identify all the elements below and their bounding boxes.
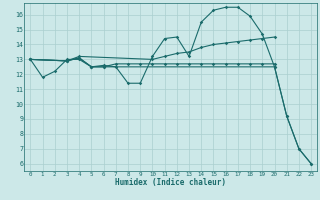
X-axis label: Humidex (Indice chaleur): Humidex (Indice chaleur) [115, 178, 226, 187]
